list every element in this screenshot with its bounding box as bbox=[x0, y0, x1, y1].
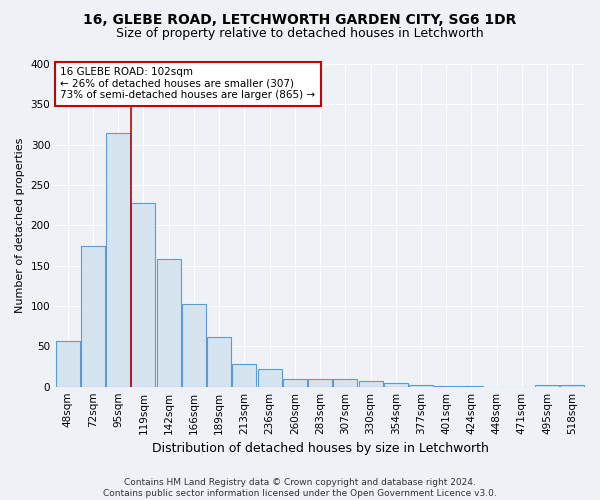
Bar bbox=[157, 259, 181, 386]
Bar bbox=[232, 364, 256, 386]
Bar bbox=[535, 385, 559, 386]
Bar bbox=[56, 340, 80, 386]
Bar bbox=[409, 385, 433, 386]
Bar bbox=[308, 378, 332, 386]
Text: Size of property relative to detached houses in Letchworth: Size of property relative to detached ho… bbox=[116, 28, 484, 40]
Bar bbox=[257, 369, 281, 386]
X-axis label: Distribution of detached houses by size in Letchworth: Distribution of detached houses by size … bbox=[152, 442, 488, 455]
Bar bbox=[207, 336, 231, 386]
Bar bbox=[106, 132, 130, 386]
Bar bbox=[81, 246, 105, 386]
Bar bbox=[283, 378, 307, 386]
Bar bbox=[359, 381, 383, 386]
Bar bbox=[560, 385, 584, 386]
Y-axis label: Number of detached properties: Number of detached properties bbox=[15, 138, 25, 313]
Bar bbox=[182, 304, 206, 386]
Bar bbox=[334, 380, 357, 386]
Text: 16, GLEBE ROAD, LETCHWORTH GARDEN CITY, SG6 1DR: 16, GLEBE ROAD, LETCHWORTH GARDEN CITY, … bbox=[83, 12, 517, 26]
Bar bbox=[131, 203, 155, 386]
Bar bbox=[384, 384, 408, 386]
Text: 16 GLEBE ROAD: 102sqm
← 26% of detached houses are smaller (307)
73% of semi-det: 16 GLEBE ROAD: 102sqm ← 26% of detached … bbox=[61, 67, 316, 100]
Text: Contains HM Land Registry data © Crown copyright and database right 2024.
Contai: Contains HM Land Registry data © Crown c… bbox=[103, 478, 497, 498]
